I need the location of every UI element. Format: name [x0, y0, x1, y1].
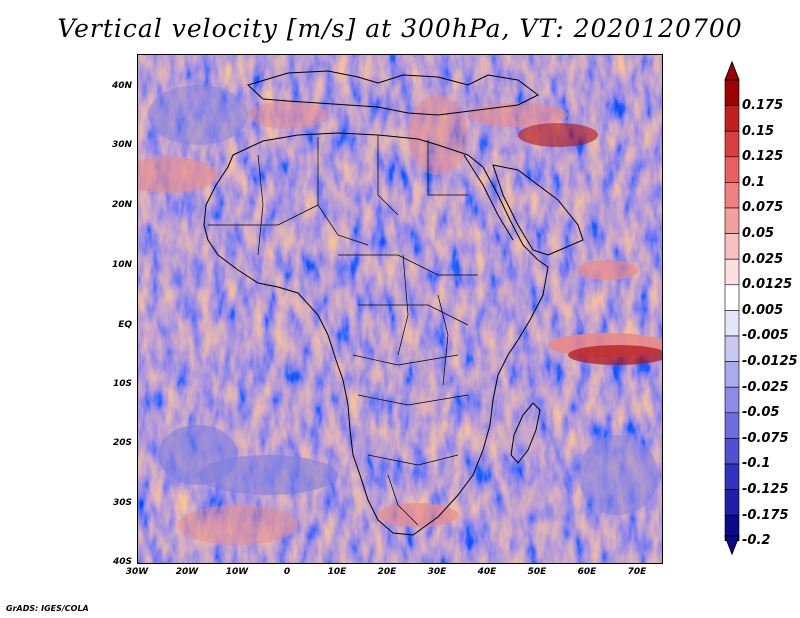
colorbar-label: -0.1 [742, 456, 771, 472]
field-feature [468, 103, 568, 127]
red-sea [463, 154, 514, 241]
arabian-peninsula [492, 164, 584, 256]
field-feature [518, 123, 598, 147]
colorbar-box [724, 105, 740, 132]
border-2 [317, 137, 369, 246]
x-tick-20E: 20E [377, 567, 397, 577]
border-6 [338, 254, 478, 276]
x-tick-0: 0 [283, 567, 291, 577]
field-feature [148, 85, 248, 145]
velocity-field-map [138, 55, 662, 563]
colorbar-label: -0.005 [742, 328, 789, 344]
field-feature [198, 455, 338, 495]
colorbar-box [724, 258, 740, 286]
colorbar-box [724, 284, 740, 311]
colorbar-label: 0.005 [742, 302, 784, 318]
x-tick-40E: 40E [477, 567, 497, 577]
colorbar-box [724, 386, 740, 414]
y-tick-10S: 10S [112, 379, 132, 389]
x-tick-30W: 30W [125, 567, 149, 577]
colorbar-label: -0.0125 [742, 354, 798, 369]
chart-title: Vertical velocity [m/s] at 300hPa, VT: 2… [57, 14, 743, 43]
x-tick-60E: 60E [577, 567, 597, 577]
field-feature [248, 101, 328, 129]
field-feature [178, 505, 298, 545]
colorbar-box [724, 463, 740, 490]
colorbar-box [724, 438, 740, 465]
colorbar-box [724, 310, 740, 337]
border-9 [357, 394, 469, 406]
x-tick-10E: 10E [327, 567, 347, 577]
y-tick-30N: 30N [111, 140, 132, 150]
colorbar-label: 0.025 [742, 251, 784, 267]
field-features [138, 85, 662, 545]
field-feature [408, 95, 468, 175]
colorbar-label: -0.05 [742, 405, 780, 421]
border-13 [397, 254, 409, 356]
colorbar-label: -0.025 [742, 379, 789, 395]
field-feature [578, 435, 658, 515]
africa-coastline [203, 132, 549, 536]
border-11 [387, 474, 419, 526]
colorbar-label: 0.125 [742, 149, 784, 165]
colorbar-top-arrow [724, 60, 740, 81]
y-tick-20S: 20S [112, 438, 132, 448]
border-1 [257, 154, 264, 256]
colorbar-label: 0.05 [742, 226, 775, 241]
colorbar-box [724, 207, 740, 234]
colorbar-box [724, 233, 740, 260]
colorbar-label: -0.175 [742, 507, 789, 523]
field-feature [378, 503, 458, 527]
border-7 [358, 304, 469, 326]
border-8 [352, 354, 459, 366]
colorbar-box [724, 79, 740, 106]
coastlines [203, 70, 584, 536]
x-tick-50E: 50E [527, 567, 547, 577]
colorbar-box [724, 130, 740, 158]
field-feature [578, 260, 638, 280]
y-tick-40S: 40S [112, 557, 132, 567]
border-5 [208, 204, 319, 226]
madagascar-coastline [510, 402, 541, 464]
colorbar-box [724, 361, 740, 388]
colorbar-box [724, 156, 740, 183]
country-borders [208, 135, 478, 526]
grads-credit: GrADS: IGES/COLA [6, 604, 89, 613]
x-tick-20W: 20W [175, 567, 199, 577]
colorbar-box [724, 489, 740, 516]
colorbar [724, 60, 740, 556]
y-tick-EQ: EQ [118, 320, 132, 330]
europe-coast [247, 70, 539, 116]
x-tick-10W: 10W [225, 567, 249, 577]
colorbar-label: 0.075 [742, 200, 784, 216]
x-tick-30E: 30E [427, 567, 447, 577]
colorbar-label: 0.15 [742, 123, 775, 139]
y-tick-30S: 30S [112, 498, 132, 508]
colorbar-label: -0.125 [742, 482, 789, 497]
map-panel [137, 54, 663, 564]
border-10 [367, 454, 459, 466]
colorbar-label: 0.175 [742, 98, 784, 113]
field-feature [138, 157, 218, 193]
colorbar-box [724, 182, 740, 209]
y-tick-20N: 20N [111, 200, 132, 210]
colorbar-box [724, 412, 740, 439]
y-tick-10N: 10N [111, 260, 132, 270]
border-4 [427, 140, 468, 196]
x-tick-70E: 70E [627, 567, 647, 577]
y-tick-40N: 40N [111, 81, 132, 91]
colorbar-box [724, 335, 740, 362]
field-feature [568, 345, 662, 365]
border-12 [437, 294, 449, 386]
border-3 [377, 135, 399, 216]
colorbar-label: -0.2 [742, 533, 771, 549]
colorbar-label: -0.075 [742, 430, 789, 446]
colorbar-bottom-arrow [724, 535, 740, 556]
colorbar-label: 0.0125 [742, 277, 793, 293]
colorbar-label: 0.1 [742, 174, 766, 190]
